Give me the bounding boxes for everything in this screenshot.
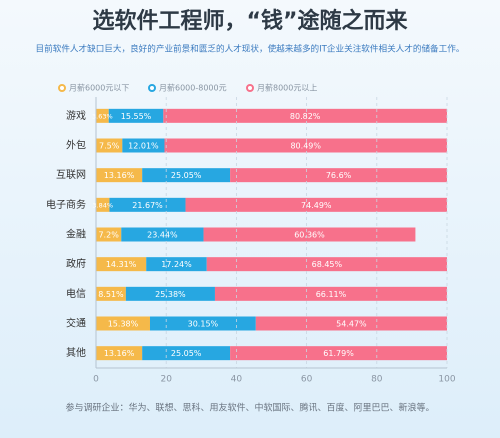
bar-segment — [96, 168, 143, 183]
value-label: 25.05% — [171, 171, 202, 180]
bar-segment — [96, 138, 123, 153]
value-label: 61.79% — [323, 349, 354, 358]
legend-label: 月薪8000元以上 — [257, 83, 317, 93]
bar-segment — [203, 227, 416, 242]
note: 参与调研企业：华为、联想、思科、用友软件、中软国际、腾讯、百度、阿里巴巴、新浪等… — [65, 402, 434, 414]
bar-segment — [125, 286, 215, 301]
value-label: 14.31% — [106, 260, 137, 269]
x-tick-label: 80 — [371, 375, 383, 385]
legend-marker — [246, 84, 254, 92]
value-label: 13.16% — [104, 349, 135, 358]
bar-segment — [255, 316, 447, 331]
bar-segment — [149, 316, 256, 331]
y-tick-label: 金融 — [66, 228, 86, 241]
bar-segment — [96, 286, 126, 301]
bar-segment — [96, 108, 109, 123]
value-label: 74.49% — [301, 201, 332, 210]
legend-label: 月薪6000-8000元 — [159, 83, 227, 93]
value-label: 15.55% — [121, 112, 152, 121]
y-tick-label: 游戏 — [66, 109, 86, 122]
y-tick-label: 其他 — [66, 346, 86, 359]
bar-segment — [122, 138, 165, 153]
bar-segment — [206, 257, 447, 272]
bar-segment — [185, 197, 447, 212]
bar-segment — [214, 286, 447, 301]
value-label: 3.84% — [92, 201, 113, 209]
y-tick-label: 外包 — [66, 139, 86, 152]
chart-title: 选软件工程师，“钱”途随之而来 — [93, 8, 409, 34]
value-label: 3.63% — [92, 112, 113, 120]
value-label: 15.38% — [108, 320, 139, 329]
bar-segment — [96, 346, 143, 361]
bar-segment — [146, 257, 207, 272]
value-label: 7.5% — [99, 142, 120, 151]
legend-marker — [148, 84, 156, 92]
bar-segment — [108, 108, 164, 123]
value-label: 30.15% — [188, 320, 219, 329]
value-label: 25.38% — [155, 290, 186, 299]
bar-segment — [96, 257, 147, 272]
value-label: 12.01% — [128, 142, 159, 151]
subtitle: 目前软件人才缺口巨大，良好的产业前景和匮乏的人才现状，使越来越多的IT企业关注软… — [36, 43, 465, 55]
y-tick-label: 电信 — [66, 287, 86, 300]
value-label: 66.11% — [316, 290, 347, 299]
value-label: 21.67% — [132, 201, 163, 210]
x-tick-label: 0 — [93, 375, 99, 385]
x-tick-label: 40 — [231, 375, 243, 385]
value-label: 23.44% — [147, 231, 178, 240]
value-label: 60.36% — [294, 231, 325, 240]
value-label: 8.51% — [98, 290, 124, 299]
value-label: 13.16% — [104, 171, 135, 180]
value-label: 7.2% — [98, 231, 119, 240]
y-tick-label: 政府 — [66, 257, 86, 270]
bar-segment — [96, 227, 122, 242]
plot-area — [96, 108, 447, 361]
y-tick-label: 互联网 — [56, 169, 86, 181]
value-label: 54.47% — [336, 320, 367, 329]
bar-segment — [96, 316, 150, 331]
x-tick-label: 100 — [438, 375, 455, 385]
bar-segment — [96, 197, 110, 212]
bar-segment — [164, 138, 447, 153]
bar-segment — [142, 168, 231, 183]
value-label: 80.49% — [290, 142, 321, 151]
value-label: 76.6% — [326, 171, 352, 180]
y-tick-label: 交通 — [66, 317, 86, 330]
legend-marker — [58, 84, 66, 92]
value-label: 80.82% — [290, 112, 321, 121]
bar-segment — [230, 168, 447, 183]
value-label: 25.05% — [171, 349, 202, 358]
bar-segment — [163, 108, 447, 123]
bar-segment — [142, 346, 231, 361]
value-label: 17.24% — [161, 260, 192, 269]
x-tick-label: 20 — [160, 375, 172, 385]
y-tick-label: 电子商务 — [46, 198, 86, 211]
value-label: 68.45% — [312, 260, 343, 269]
bar-segment — [121, 227, 204, 242]
legend-label: 月薪6000元以下 — [69, 83, 129, 93]
x-tick-label: 60 — [301, 375, 313, 385]
bar-segment — [230, 346, 447, 361]
